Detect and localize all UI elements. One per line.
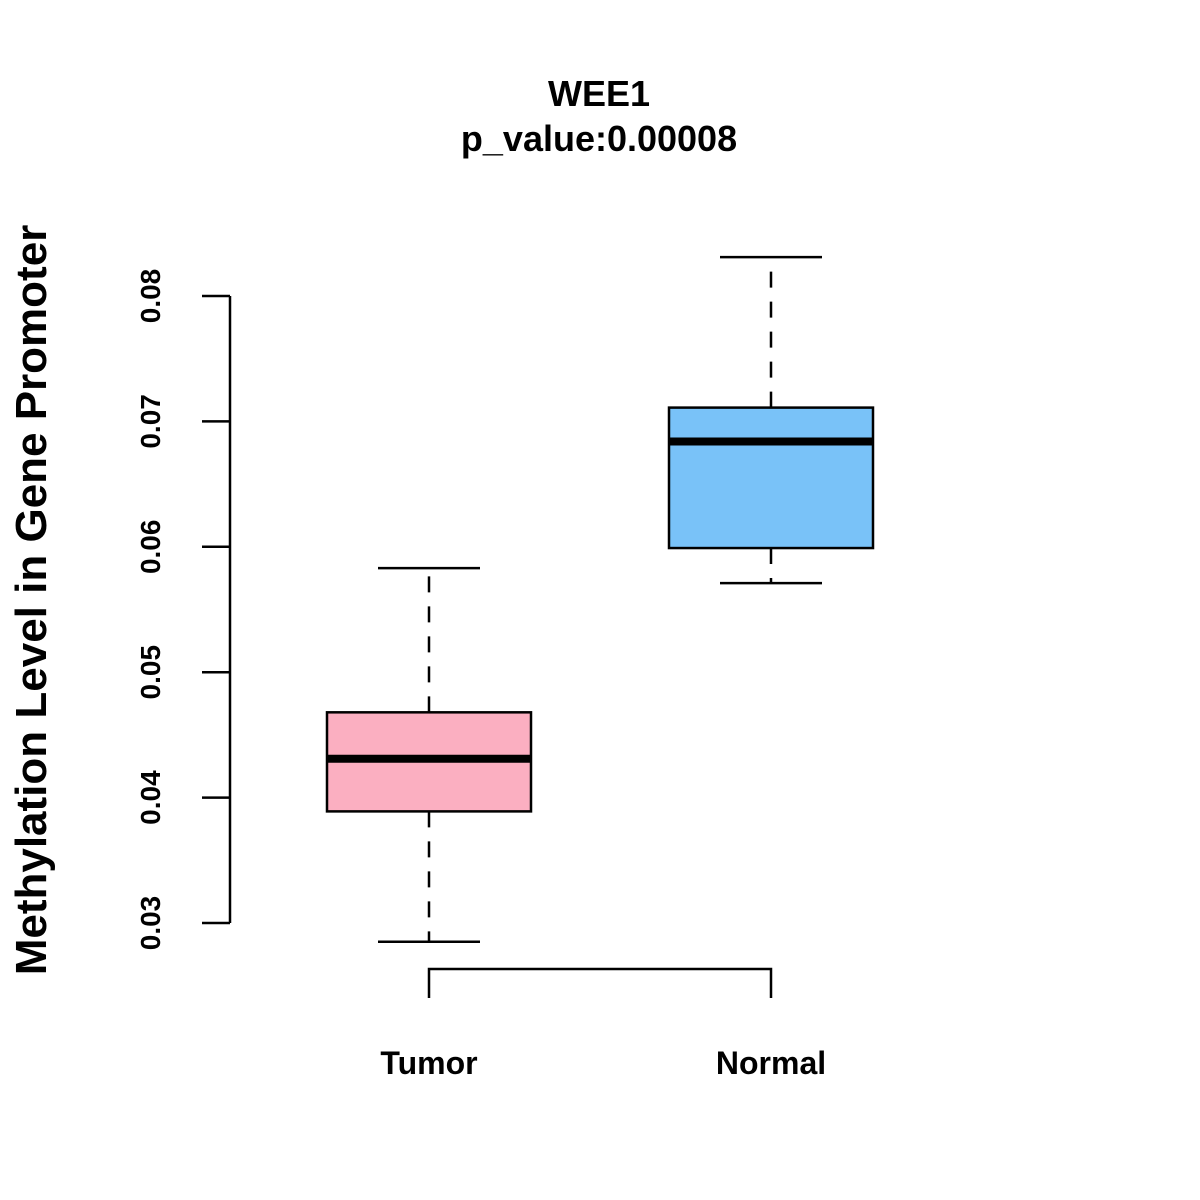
category-label-tumor: Tumor [380,1045,477,1081]
boxes-group [325,255,875,944]
y-axis: 0.03 0.04 0.05 0.06 0.07 0.08 [135,269,232,951]
chart-subtitle: p_value:0.00008 [461,118,737,159]
comparison-bracket-group [427,967,773,998]
y-tick-label: 0.03 [135,896,166,951]
y-tick-label: 0.07 [135,394,166,449]
y-tick-label: 0.08 [135,269,166,324]
y-tick-label: 0.04 [135,770,166,825]
comparison-bracket [427,967,773,998]
category-label-normal: Normal [716,1045,826,1081]
box-body [667,406,875,550]
box-normal [667,255,875,585]
category-labels: Tumor Normal [380,1045,826,1081]
y-tick-label: 0.06 [135,520,166,575]
chart-title: WEE1 [548,73,650,114]
y-tick-label: 0.05 [135,645,166,700]
box-tumor [325,566,533,944]
y-axis-label: Methylation Level in Gene Promoter [7,225,56,976]
